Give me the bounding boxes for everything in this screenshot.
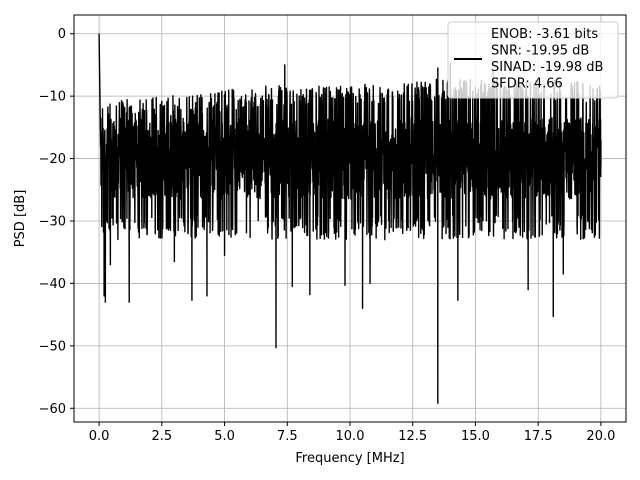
y-tick-label: −50 bbox=[39, 339, 66, 354]
legend-box bbox=[447, 21, 619, 99]
x-axis-ticks: 0.0 2.5 5.0 7.5 10.0 12.5 15.0 17.5 20.0 bbox=[89, 422, 615, 444]
x-tick-label: 5.0 bbox=[214, 429, 235, 444]
legend-entry-sfdr: SFDR: 4.66 bbox=[491, 77, 563, 92]
y-tick-label: −40 bbox=[39, 277, 66, 292]
x-tick-label: 10.0 bbox=[336, 429, 365, 444]
y-tick-label: −20 bbox=[39, 152, 66, 167]
psd-line bbox=[98, 33, 602, 404]
legend-entry-sinad: SINAD: -19.98 dB bbox=[491, 60, 603, 75]
y-tick-label: −10 bbox=[39, 90, 66, 105]
y-tick-label: 0 bbox=[58, 27, 66, 42]
x-tick-label: 7.5 bbox=[277, 429, 298, 444]
x-tick-label: 0.0 bbox=[89, 429, 110, 444]
y-tick-label: −60 bbox=[39, 402, 66, 417]
x-tick-label: 20.0 bbox=[586, 429, 615, 444]
legend: ENOB: -3.61 bits SNR: -19.95 dB SINAD: -… bbox=[447, 21, 619, 99]
psd-series bbox=[98, 33, 602, 404]
legend-entry-enob: ENOB: -3.61 bits bbox=[491, 27, 598, 42]
x-tick-label: 2.5 bbox=[151, 429, 172, 444]
y-axis-ticks: 0 −10 −20 −30 −40 −50 −60 bbox=[39, 27, 74, 417]
y-axis-label: PSD [dB] bbox=[13, 190, 28, 248]
x-tick-label: 17.5 bbox=[524, 429, 553, 444]
x-axis-label: Frequency [MHz] bbox=[295, 451, 404, 466]
legend-entry-snr: SNR: -19.95 dB bbox=[491, 44, 589, 59]
x-tick-label: 12.5 bbox=[398, 429, 427, 444]
x-tick-label: 15.0 bbox=[461, 429, 490, 444]
y-tick-label: −30 bbox=[39, 214, 66, 229]
